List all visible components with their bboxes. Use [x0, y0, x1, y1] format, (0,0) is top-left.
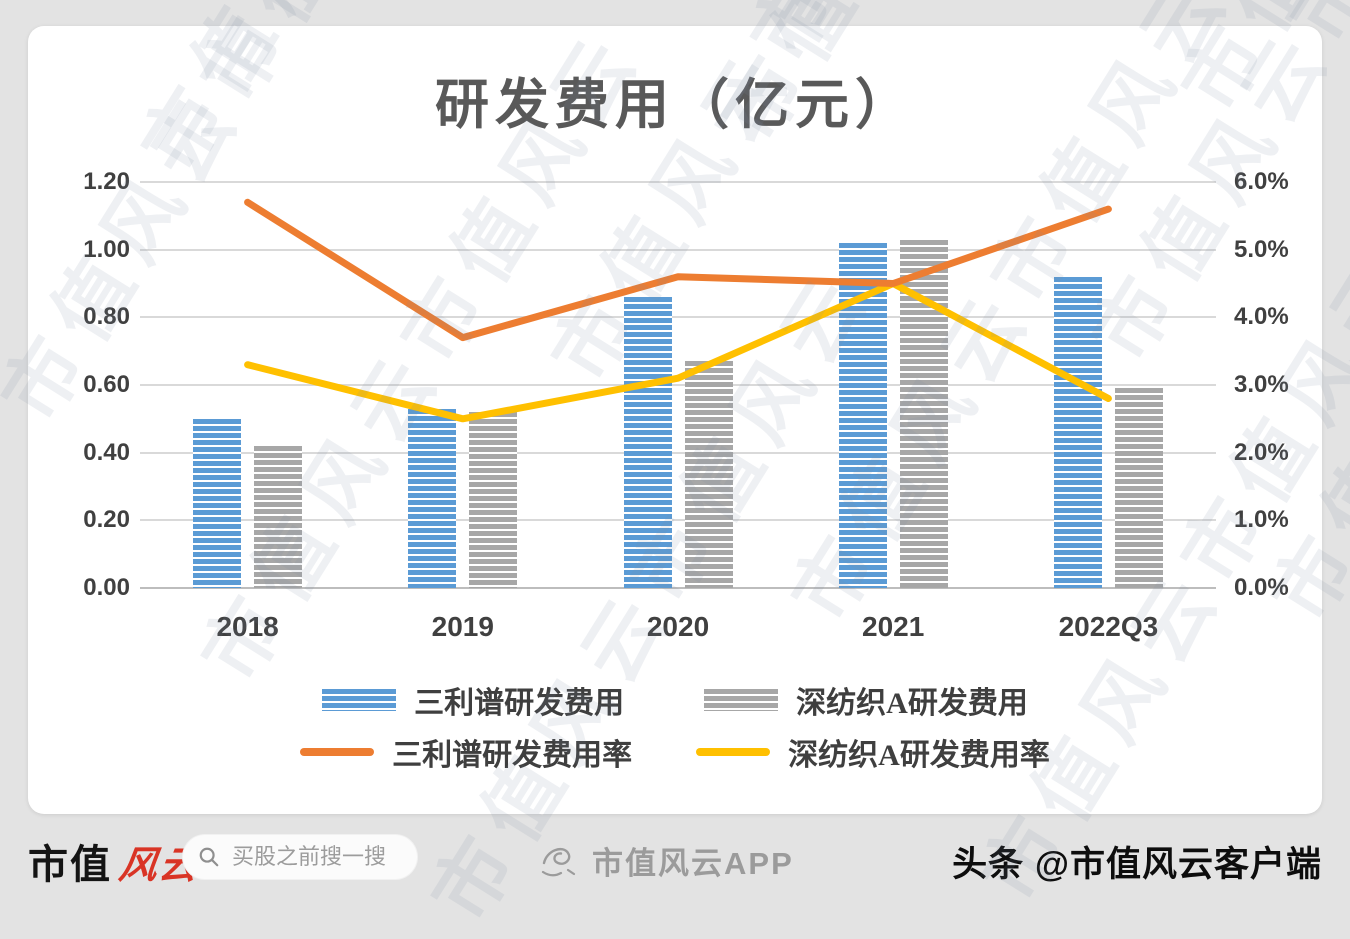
- bar: [193, 418, 242, 588]
- bar: [254, 445, 303, 588]
- legend-label: 深纺织A研发费用率: [788, 739, 1050, 772]
- x-axis-line: [140, 587, 1216, 589]
- y-axis-label: 1.0%: [1234, 506, 1289, 534]
- legend-row-bars: 三利谱研发费用 深纺织A研发费用: [28, 678, 1322, 722]
- app-name: 市值风云APP: [592, 846, 794, 881]
- legend-bar-swatch: [322, 689, 397, 711]
- legend-item: 三利谱研发费用率: [300, 730, 632, 774]
- brand-text-shizhi: 市值: [28, 842, 112, 887]
- y-axis-label: 0.00: [83, 574, 130, 601]
- legend-item: 三利谱研发费用: [322, 678, 624, 722]
- y-axis-label: 0.20: [83, 506, 130, 534]
- app-watermark: 市值风云APP: [538, 838, 794, 883]
- legend-item: 深纺织A研发费用率: [696, 730, 1050, 774]
- legend-label: 三利谱研发费用率: [392, 739, 633, 772]
- legend-row-lines: 三利谱研发费用率 深纺织A研发费用率: [28, 730, 1322, 774]
- line-series: [244, 198, 1112, 342]
- search-icon: [198, 846, 220, 868]
- brand-logo: 市值 风云: [28, 832, 202, 890]
- line-series-layer: [244, 198, 1112, 423]
- x-axis-label: 2020: [646, 611, 710, 642]
- gridline: [140, 248, 1216, 251]
- legend-label: 三利谱研发费用: [414, 687, 625, 720]
- bar: [1114, 388, 1163, 588]
- y-axis-label: 4.0%: [1234, 303, 1289, 331]
- gridline: [140, 519, 1216, 522]
- legend-item: 深纺织A研发费用: [704, 678, 1028, 722]
- gridline: [140, 316, 1216, 319]
- bar: [408, 408, 457, 588]
- y-axis-label: 0.80: [83, 303, 130, 331]
- search-input[interactable]: [230, 843, 522, 871]
- search-box[interactable]: [182, 834, 522, 880]
- y-axis-label: 0.40: [83, 438, 130, 466]
- y-axis-label: 0.60: [83, 371, 130, 398]
- legend-bar-swatch: [704, 689, 779, 711]
- plot-area: [140, 181, 1216, 589]
- gridline: [140, 384, 1216, 386]
- toutiao-credit: 头条 @市值风云客户端: [952, 845, 1322, 884]
- y-axis-label: 0.0%: [1234, 574, 1289, 601]
- bar: [1053, 276, 1102, 588]
- chart-title: 研发费用（亿元）: [435, 75, 915, 135]
- x-axis-label: 2019: [431, 611, 494, 642]
- x-axis-label: 2018: [216, 611, 279, 642]
- x-axis: 2018 2019 2020 2021 2022Q3: [140, 606, 1216, 648]
- y-axis-label: 3.0%: [1234, 371, 1289, 398]
- footer-bar: 市值 风云 市值风云APP 头条 @市值风云客户端: [0, 818, 1350, 900]
- y-axis-label: 1.00: [83, 235, 130, 263]
- gridline: [140, 451, 1216, 454]
- x-axis-label: 2022Q3: [1058, 611, 1159, 642]
- y-axis-label: 1.20: [83, 168, 130, 195]
- chart-card: 研发费用（亿元） 1.20 1.00 0.80 0.60 0.40 0.20 0.00 6.…: [28, 26, 1322, 814]
- legend-line-swatch: [300, 748, 375, 756]
- scribble-icon: [538, 843, 580, 879]
- x-axis-label: 2021: [862, 611, 925, 642]
- bar: [469, 412, 518, 588]
- bar: [684, 361, 733, 588]
- gridline: [140, 181, 1216, 183]
- y-axis-label: 5.0%: [1234, 235, 1289, 263]
- y-axis-label: 6.0%: [1234, 168, 1289, 195]
- line-series: [244, 280, 1112, 423]
- y-axis-left: 1.20 1.00 0.80 0.60 0.40 0.20 0.00: [42, 168, 130, 601]
- legend-line-swatch: [696, 748, 771, 756]
- legend-label: 深纺织A研发费用: [796, 687, 1028, 720]
- y-axis-right: 6.0% 5.0% 4.0% 3.0% 2.0% 1.0% 0.0%: [1234, 168, 1324, 601]
- y-axis-label: 2.0%: [1234, 438, 1289, 466]
- bar: [623, 297, 672, 588]
